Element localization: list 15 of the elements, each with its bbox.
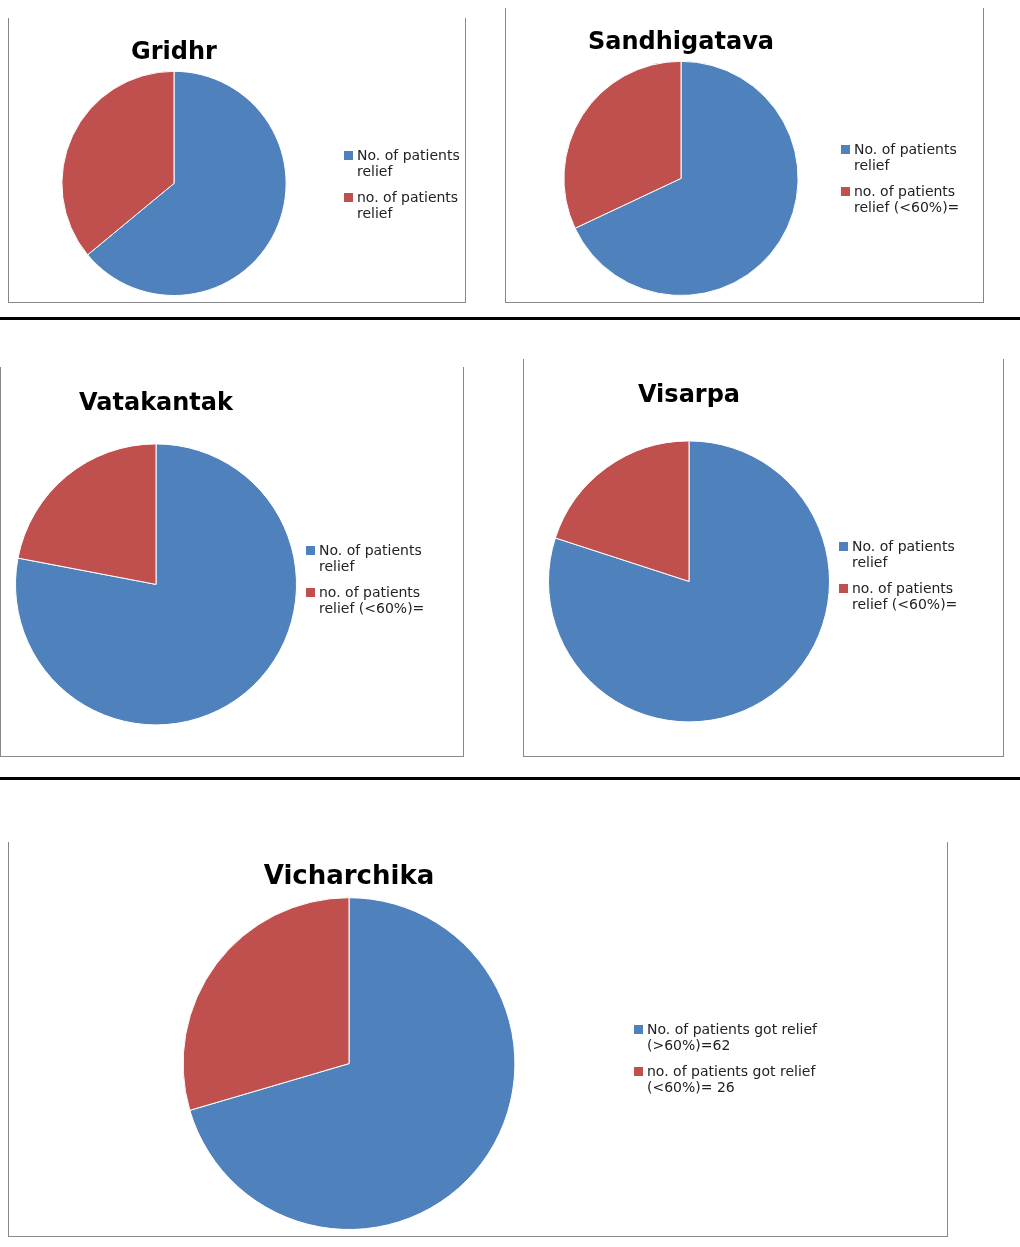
legend-label: No. of patients relief (852, 538, 956, 571)
chart-title: Vatakantak (79, 387, 235, 416)
legend-label: No. of patients relief (854, 141, 958, 174)
legend-label: no. of patients got relief (<60%)= 26 (647, 1063, 817, 1096)
legend-label: No. of patients relief (319, 541, 423, 574)
legend-label: no. of patients relief (357, 188, 460, 221)
legend-label: no. of patients relief (<60%)= (852, 580, 959, 613)
chart-title: Visarpa (637, 379, 741, 408)
chart-title: Gridhr (131, 36, 218, 65)
chart-title: Vicharchika (263, 860, 435, 891)
legend-label: No. of patients relief (357, 146, 461, 179)
legend-label: no. of patients relief (<60%)= (854, 183, 961, 216)
legend-label: No. of patients got relief (>60%)=62 (647, 1021, 819, 1054)
chart-title: Sandhigatava (588, 26, 774, 55)
legend-label: no. of patients relief (<60%)= (319, 583, 426, 616)
